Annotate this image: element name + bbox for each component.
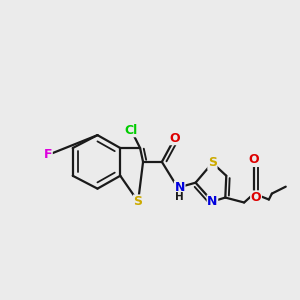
Text: Cl: Cl	[124, 124, 138, 137]
Text: N: N	[175, 181, 185, 194]
Text: S: S	[134, 195, 142, 208]
Text: O: O	[251, 191, 261, 204]
Text: H: H	[175, 192, 184, 202]
Text: F: F	[44, 148, 52, 161]
Text: O: O	[249, 153, 259, 167]
Text: N: N	[207, 195, 218, 208]
Text: S: S	[208, 156, 217, 170]
Text: O: O	[169, 132, 180, 145]
